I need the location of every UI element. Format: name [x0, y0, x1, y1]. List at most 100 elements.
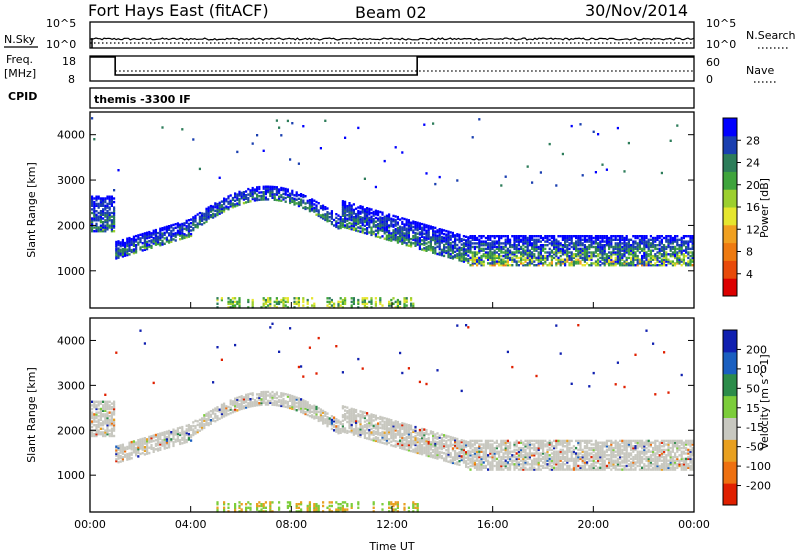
- data-cell: [616, 126, 619, 130]
- data-cell: [456, 446, 459, 450]
- data-cell: [317, 419, 320, 423]
- data-cell: [198, 219, 201, 222]
- nsky-trace: [89, 37, 695, 48]
- data-cell: [216, 415, 219, 418]
- data-cell: [264, 397, 267, 401]
- data-cell: [649, 262, 652, 265]
- data-cell: [330, 215, 333, 218]
- data-cell: [495, 461, 498, 464]
- data-cell: [528, 249, 531, 252]
- data-cell: [636, 258, 639, 261]
- data-cell: [361, 298, 364, 302]
- data-cell: [641, 260, 644, 263]
- data-cell: [427, 436, 430, 440]
- data-cell: [383, 424, 386, 427]
- data-cell: [388, 218, 391, 222]
- data-cell: [97, 424, 100, 427]
- data-cell: [471, 264, 474, 267]
- data-cell: [524, 236, 527, 240]
- data-cell: [366, 221, 369, 224]
- data-cell: [295, 194, 298, 198]
- data-cell: [154, 230, 157, 234]
- data-cell: [366, 437, 369, 440]
- data-cell: [306, 199, 309, 203]
- data-cell: [583, 256, 586, 260]
- data-cell: [218, 201, 221, 204]
- data-cell: [300, 401, 303, 405]
- data-cell: [531, 254, 534, 258]
- data-cell: [407, 367, 410, 370]
- data-cell: [326, 297, 329, 300]
- data-cell: [95, 434, 98, 438]
- data-cell: [436, 252, 439, 256]
- data-cell: [502, 264, 505, 267]
- data-cell: [590, 242, 593, 245]
- data-cell: [225, 207, 228, 210]
- data-cell: [440, 442, 443, 445]
- data-cell: [517, 249, 520, 252]
- data-cell: [491, 450, 494, 453]
- data-cell: [447, 438, 450, 442]
- data-cell: [427, 237, 430, 240]
- data-cell: [289, 396, 292, 399]
- data-cell: [361, 220, 364, 223]
- data-cell: [469, 454, 472, 457]
- data-cell: [350, 423, 353, 427]
- data-cell: [95, 420, 98, 423]
- data-cell: [418, 247, 421, 251]
- data-cell: [291, 402, 294, 405]
- data-cell: [476, 463, 479, 466]
- data-cell: [410, 440, 413, 444]
- data-cell: [447, 236, 450, 239]
- data-cell: [372, 501, 375, 504]
- data-cell: [165, 435, 168, 439]
- data-cell: [498, 463, 501, 466]
- data-cell: [559, 258, 562, 261]
- data-cell: [220, 205, 223, 209]
- data-cell: [258, 402, 261, 405]
- data-cell: [649, 264, 652, 267]
- data-cell: [284, 191, 287, 194]
- data-cell: [275, 198, 278, 202]
- data-cell: [467, 261, 470, 264]
- data-cell: [163, 434, 166, 438]
- data-cell: [141, 242, 144, 245]
- data-cell: [410, 437, 413, 440]
- data-cell: [403, 447, 406, 451]
- data-cell: [176, 432, 179, 435]
- data-cell: [645, 240, 648, 243]
- data-cell: [500, 441, 503, 444]
- data-cell: [509, 251, 512, 254]
- data-cell: [410, 433, 413, 436]
- data-cell: [295, 409, 298, 412]
- data-cell: [469, 235, 472, 238]
- data-cell: [625, 245, 628, 249]
- data-cell: [190, 234, 193, 238]
- data-cell: [555, 262, 558, 265]
- data-cell: [418, 380, 421, 384]
- data-cell: [196, 429, 199, 432]
- data-cell: [432, 430, 435, 434]
- data-cell: [194, 218, 197, 221]
- data-cell: [99, 409, 102, 412]
- data-cell: [399, 300, 402, 304]
- data-cell: [93, 433, 96, 436]
- data-cell: [176, 229, 179, 232]
- data-cell: [577, 253, 580, 256]
- data-cell: [526, 240, 529, 243]
- data-cell: [432, 438, 435, 441]
- data-cell: [621, 242, 624, 245]
- data-cell: [509, 253, 512, 256]
- data-cell: [170, 240, 173, 243]
- data-cell: [91, 413, 94, 416]
- data-cell: [447, 241, 450, 244]
- data-cell: [399, 432, 402, 435]
- data-cell: [537, 245, 540, 249]
- data-cell: [192, 223, 195, 226]
- data-cell: [229, 408, 232, 411]
- data-cell: [315, 411, 318, 414]
- data-cell: [388, 237, 391, 240]
- data-cell: [610, 251, 613, 254]
- data-cell: [392, 225, 395, 228]
- data-cell: [421, 427, 424, 431]
